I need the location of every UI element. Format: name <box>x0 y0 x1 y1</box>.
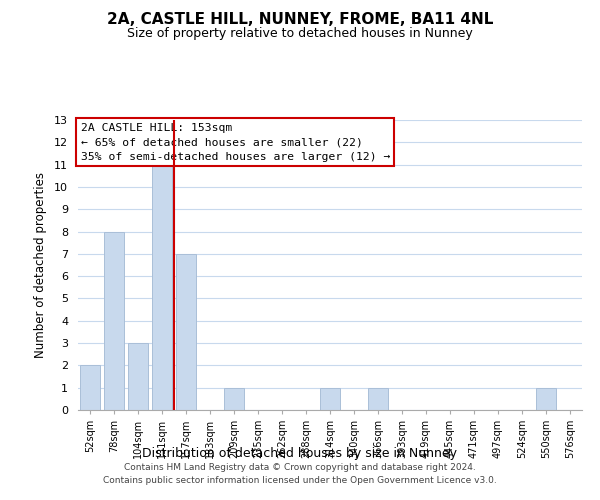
Text: Size of property relative to detached houses in Nunney: Size of property relative to detached ho… <box>127 28 473 40</box>
Bar <box>176 254 196 410</box>
Bar <box>320 388 340 410</box>
Text: 2A CASTLE HILL: 153sqm
← 65% of detached houses are smaller (22)
35% of semi-det: 2A CASTLE HILL: 153sqm ← 65% of detached… <box>80 123 390 162</box>
Text: Contains HM Land Registry data © Crown copyright and database right 2024.
Contai: Contains HM Land Registry data © Crown c… <box>103 464 497 485</box>
Text: Distribution of detached houses by size in Nunney: Distribution of detached houses by size … <box>143 448 458 460</box>
Bar <box>152 164 172 410</box>
Bar <box>104 232 124 410</box>
Bar <box>128 343 148 410</box>
Bar <box>224 388 244 410</box>
Y-axis label: Number of detached properties: Number of detached properties <box>34 172 47 358</box>
Bar <box>536 388 556 410</box>
Bar <box>368 388 388 410</box>
Text: 2A, CASTLE HILL, NUNNEY, FROME, BA11 4NL: 2A, CASTLE HILL, NUNNEY, FROME, BA11 4NL <box>107 12 493 28</box>
Bar <box>80 366 100 410</box>
